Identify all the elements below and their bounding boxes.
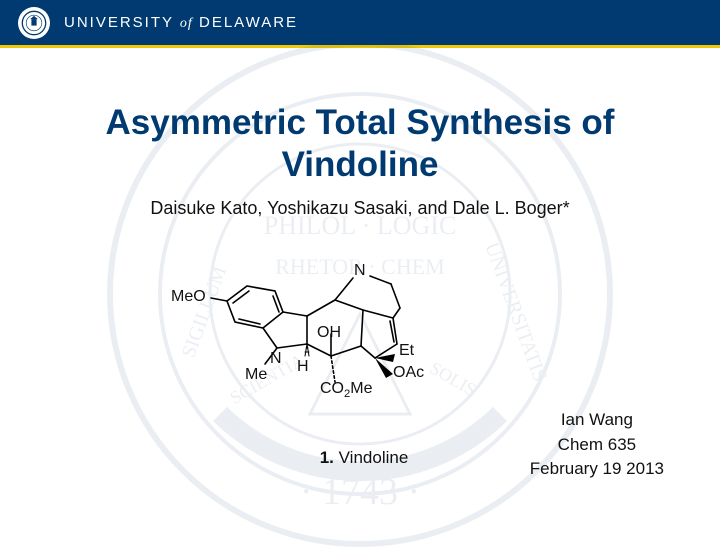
- label-n-top: N: [354, 262, 366, 280]
- label-co2me: CO2Me: [320, 380, 372, 400]
- label-me: Me: [245, 366, 267, 384]
- university-name: UNIVERSITY of DELAWARE: [64, 14, 298, 32]
- slide-title: Asymmetric Total Synthesis of Vindoline: [0, 102, 720, 186]
- label-oh: OH: [317, 324, 341, 342]
- svg-text:· 1743 ·: · 1743 ·: [300, 471, 420, 513]
- chemical-structure: MeO N OH Et OAc N Me H CO2Me: [175, 236, 465, 446]
- presenter-block: Ian Wang Chem 635 February 19 2013: [530, 408, 664, 482]
- presenter-date: February 19 2013: [530, 457, 664, 482]
- compound-name: Vindoline: [339, 448, 409, 467]
- title-line-1: Asymmetric Total Synthesis of: [106, 103, 615, 142]
- label-et: Et: [399, 342, 414, 360]
- slide-content: PHILOL · LOGIC RHETOR · CHEM · 1743 · SI…: [0, 48, 720, 540]
- label-oac: OAc: [393, 364, 424, 382]
- presenter-name: Ian Wang: [530, 408, 664, 433]
- university-seal-icon: [18, 7, 50, 39]
- label-h: H: [297, 358, 309, 376]
- presenter-course: Chem 635: [530, 433, 664, 458]
- university-suffix: DELAWARE: [199, 14, 298, 31]
- authors-line: Daisuke Kato, Yoshikazu Sasaki, and Dale…: [0, 198, 720, 219]
- label-meo: MeO: [171, 288, 206, 306]
- header-bar: UNIVERSITY of DELAWARE: [0, 0, 720, 48]
- title-line-2: Vindoline: [282, 145, 439, 184]
- label-n-bottom: N: [270, 350, 282, 368]
- university-of: of: [180, 16, 193, 31]
- svg-text:UNIVERSITATIS: UNIVERSITATIS: [480, 240, 551, 385]
- compound-number: 1.: [320, 448, 334, 467]
- university-prefix: UNIVERSITY: [64, 14, 174, 31]
